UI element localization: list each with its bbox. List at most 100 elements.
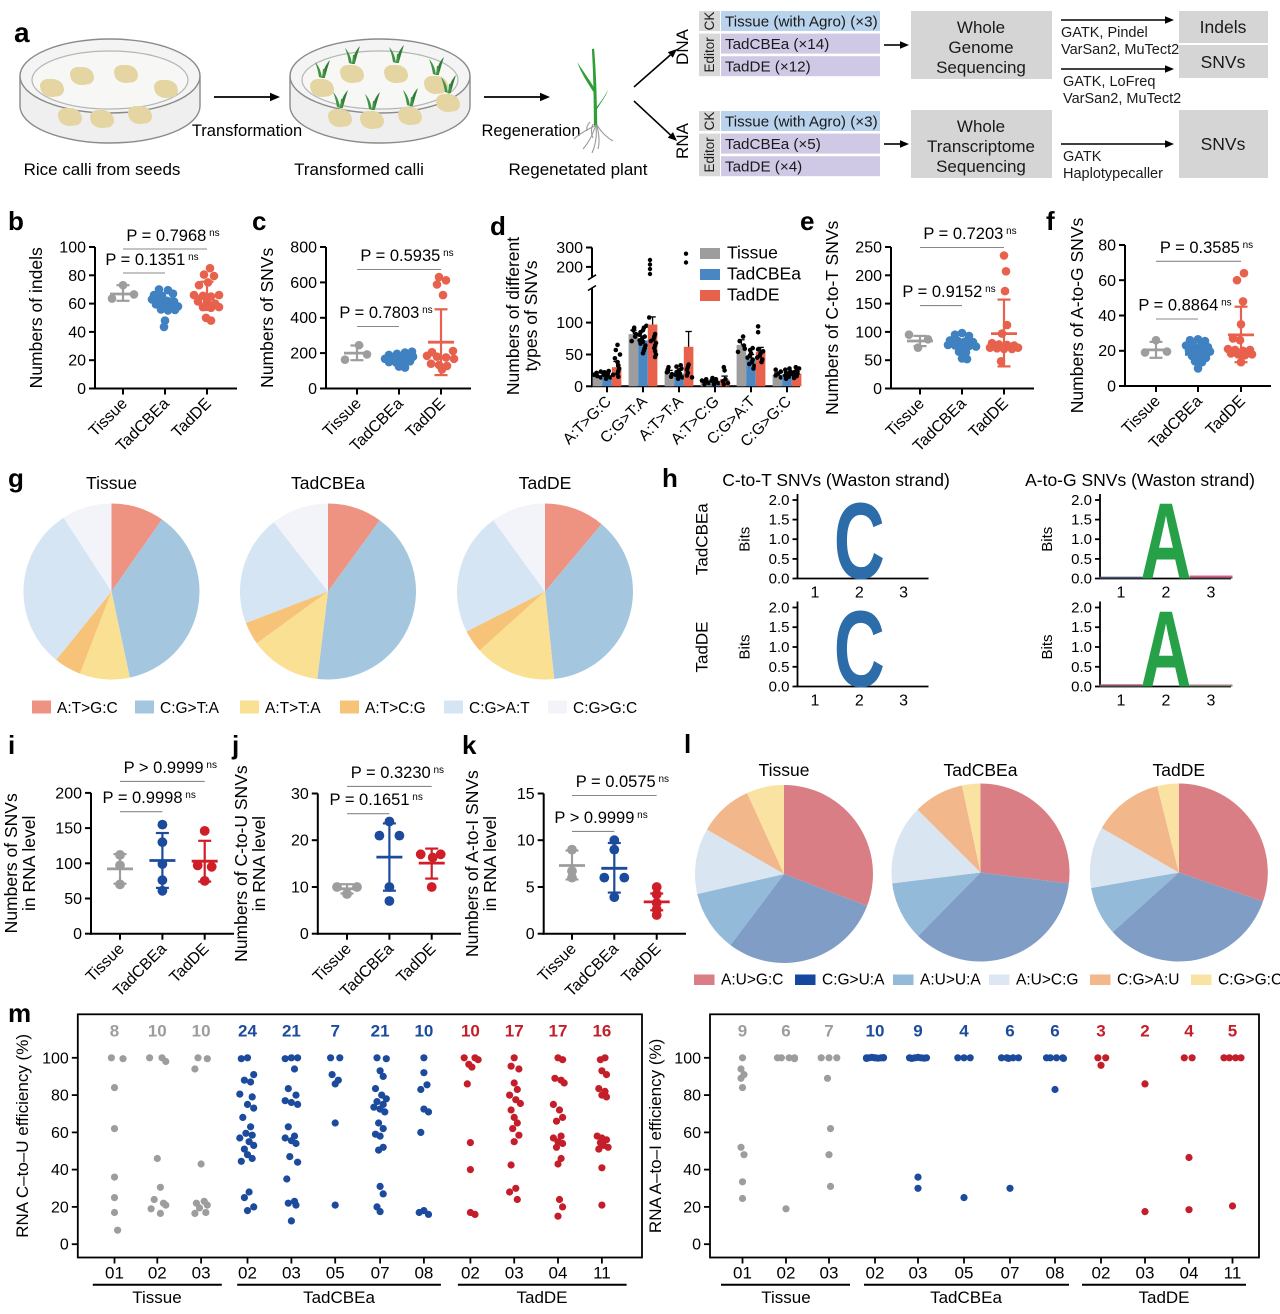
svg-text:03: 03 (820, 1264, 839, 1283)
svg-text:P = 0.5935 ns: P = 0.5935 ns (360, 247, 453, 265)
svg-text:100: 100 (55, 856, 82, 873)
svg-text:60: 60 (51, 1125, 69, 1142)
svg-text:01: 01 (733, 1264, 752, 1283)
svg-text:60: 60 (683, 1125, 701, 1142)
svg-text:0: 0 (300, 926, 309, 943)
svg-text:P > 0.9999 ns: P > 0.9999 ns (554, 809, 647, 827)
svg-text:Tissue: Tissue (132, 1288, 181, 1307)
svg-text:08: 08 (414, 1264, 433, 1283)
svg-text:C:G>U:A: C:G>U:A (822, 972, 885, 989)
svg-text:A:U>G:C: A:U>G:C (721, 972, 783, 989)
svg-text:i: i (8, 730, 15, 760)
svg-text:TadDE (×4): TadDE (×4) (725, 159, 802, 176)
svg-text:11: 11 (593, 1264, 611, 1283)
svg-text:1: 1 (1117, 585, 1126, 602)
svg-text:Transcriptome: Transcriptome (927, 137, 1035, 156)
svg-text:0.0: 0.0 (769, 679, 790, 696)
svg-text:Numbers of SNVs: Numbers of SNVs (1, 793, 21, 933)
svg-text:1.0: 1.0 (1071, 531, 1092, 548)
svg-text:P = 0.9998 ns: P = 0.9998 ns (103, 789, 196, 807)
svg-text:40: 40 (51, 1162, 69, 1179)
svg-text:200: 200 (855, 268, 882, 285)
svg-text:03: 03 (909, 1264, 928, 1283)
svg-text:g: g (8, 463, 24, 493)
svg-text:SNVs: SNVs (1201, 52, 1246, 72)
svg-text:2: 2 (855, 693, 864, 710)
svg-text:02: 02 (238, 1264, 257, 1283)
svg-text:200: 200 (55, 785, 82, 802)
svg-text:C:G>G:C: C:G>G:C (573, 700, 637, 717)
svg-text:150: 150 (855, 296, 882, 313)
svg-text:16: 16 (592, 1021, 611, 1040)
svg-text:80: 80 (683, 1088, 701, 1105)
svg-text:3: 3 (1207, 693, 1216, 710)
svg-text:Editor: Editor (702, 137, 717, 173)
svg-text:Transformed calli: Transformed calli (294, 160, 424, 179)
svg-text:10: 10 (517, 833, 535, 850)
svg-text:40: 40 (68, 324, 86, 341)
svg-text:DNA: DNA (673, 28, 692, 65)
svg-text:6: 6 (781, 1021, 790, 1040)
svg-text:05: 05 (955, 1264, 974, 1283)
svg-text:TadCBEa (×5): TadCBEa (×5) (725, 136, 821, 153)
svg-text:P = 0.3230 ns: P = 0.3230 ns (351, 764, 444, 782)
svg-text:1.0: 1.0 (769, 639, 790, 656)
svg-text:2: 2 (855, 585, 864, 602)
svg-text:Tissue (with Agro) (×3): Tissue (with Agro) (×3) (725, 14, 878, 31)
svg-text:A:T>T:A: A:T>T:A (265, 700, 321, 717)
svg-text:Regeneration: Regeneration (481, 122, 580, 140)
svg-text:250: 250 (855, 240, 882, 257)
svg-text:A:U>U:A: A:U>U:A (920, 972, 981, 989)
svg-text:C: C (834, 589, 885, 710)
svg-text:10: 10 (866, 1021, 885, 1040)
svg-text:21: 21 (282, 1021, 301, 1040)
svg-text:0: 0 (526, 926, 535, 943)
svg-text:01: 01 (105, 1264, 124, 1283)
svg-text:A:T>G:C: A:T>G:C (57, 700, 118, 717)
svg-text:0: 0 (60, 1237, 69, 1254)
svg-text:2: 2 (1162, 585, 1171, 602)
svg-text:TadCBEa: TadCBEa (727, 264, 801, 284)
svg-text:P = 0.7203 ns: P = 0.7203 ns (923, 225, 1016, 243)
svg-text:CK: CK (702, 112, 717, 131)
svg-text:Genome: Genome (948, 38, 1013, 57)
svg-text:Sequencing: Sequencing (936, 58, 1026, 77)
svg-text:C:G>A:T: C:G>A:T (469, 700, 530, 717)
svg-text:6: 6 (1005, 1021, 1014, 1040)
svg-text:Tissue: Tissue (86, 473, 137, 493)
svg-text:Regenetated plant: Regenetated plant (509, 160, 648, 179)
svg-text:50: 50 (64, 891, 82, 908)
svg-text:RNA: RNA (673, 122, 692, 159)
svg-text:10: 10 (414, 1021, 433, 1040)
svg-text:50: 50 (864, 353, 882, 370)
svg-text:1.5: 1.5 (769, 512, 790, 529)
svg-text:Numbers of C-to-T SNVs: Numbers of C-to-T SNVs (822, 220, 842, 414)
svg-text:03: 03 (192, 1264, 211, 1283)
svg-text:2: 2 (1140, 1021, 1149, 1040)
svg-text:m: m (8, 998, 31, 1028)
svg-text:P = 0.7803 ns: P = 0.7803 ns (339, 304, 432, 322)
svg-text:A:T>C:G: A:T>C:G (365, 700, 426, 717)
svg-text:20: 20 (291, 833, 309, 850)
svg-text:1.5: 1.5 (769, 619, 790, 636)
svg-text:10: 10 (192, 1021, 211, 1040)
svg-text:f: f (1046, 206, 1055, 236)
svg-text:50: 50 (565, 347, 583, 364)
svg-text:SNVs: SNVs (1201, 134, 1246, 154)
svg-text:Whole: Whole (957, 117, 1005, 136)
svg-text:a: a (14, 17, 30, 48)
svg-text:4: 4 (1184, 1021, 1194, 1040)
svg-text:Whole: Whole (957, 18, 1005, 37)
svg-text:200: 200 (290, 346, 317, 363)
svg-text:03: 03 (1136, 1264, 1155, 1283)
svg-text:08: 08 (1046, 1264, 1065, 1283)
svg-text:0.0: 0.0 (1071, 571, 1092, 588)
svg-text:P = 0.7968 ns: P = 0.7968 ns (126, 227, 219, 245)
svg-text:0.5: 0.5 (1071, 659, 1092, 676)
svg-text:Numbers of SNVs: Numbers of SNVs (257, 248, 277, 388)
svg-text:7: 7 (330, 1021, 339, 1040)
svg-text:TadDE: TadDE (727, 285, 780, 305)
svg-text:100: 100 (674, 1050, 701, 1067)
svg-text:300: 300 (556, 240, 583, 257)
svg-text:Numbers of C-to-U SNVs: Numbers of C-to-U SNVs (231, 765, 251, 962)
